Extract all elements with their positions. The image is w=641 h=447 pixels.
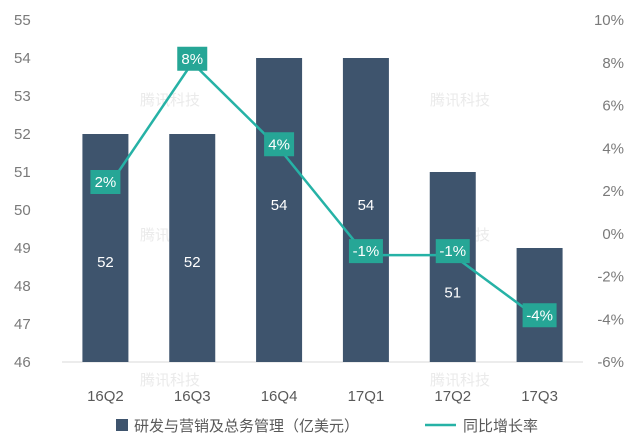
line-label-box <box>522 303 557 328</box>
right-axis: -6% -4% -2% 0% 2% 4% 6% 8% 10% <box>594 12 624 371</box>
line-label-box <box>90 170 121 194</box>
right-tick-2%: 2% <box>602 183 624 200</box>
line-label-box <box>348 239 383 264</box>
line-label-16Q2: 2% <box>90 170 121 194</box>
right-tick-8%: 8% <box>602 55 624 72</box>
left-tick-55: 55 <box>14 12 31 29</box>
left-tick-47: 47 <box>14 316 31 333</box>
left-tick-50: 50 <box>14 202 31 219</box>
right-tick-4%: 4% <box>602 140 624 157</box>
right-tick--6%: -6% <box>597 354 624 371</box>
line-label-box <box>177 46 208 71</box>
category-16Q2: 16Q2 <box>87 388 124 405</box>
line-labels: 2% 8% 4% -1% -1% -4% <box>90 46 557 328</box>
category-17Q2: 17Q2 <box>434 388 471 405</box>
line-label-16Q3: 8% <box>177 46 208 71</box>
bar-16Q4 <box>256 58 303 362</box>
left-tick-53: 53 <box>14 88 31 105</box>
watermark-1: 腾讯科技 <box>430 91 490 109</box>
bar-label-16Q2: 52 <box>97 254 114 271</box>
line-label-17Q2: -1% <box>435 239 470 264</box>
right-tick--4%: -4% <box>597 311 624 328</box>
line-series <box>104 60 541 321</box>
category-16Q3: 16Q3 <box>174 388 211 405</box>
line-label-box <box>435 239 470 264</box>
bar-label-16Q3: 52 <box>184 254 201 271</box>
bar-17Q1 <box>342 58 389 362</box>
line-label-text: 2% <box>95 174 117 191</box>
category-labels: 16Q2 16Q3 16Q4 17Q1 17Q2 17Q3 <box>87 388 558 405</box>
bar-labels: 52 52 54 54 51 <box>97 197 461 301</box>
line-label-text: -1% <box>353 243 380 260</box>
category-17Q3: 17Q3 <box>521 388 558 405</box>
watermark-0: 腾讯科技 <box>140 91 200 109</box>
bar-label-17Q2: 51 <box>444 284 461 301</box>
bar-label-17Q1: 54 <box>358 197 375 214</box>
left-tick-49: 49 <box>14 240 31 257</box>
legend-bar-swatch <box>116 419 128 431</box>
line-label-17Q3: -4% <box>522 303 557 328</box>
legend: 研发与营销及总务管理（亿美元） 同比增长率 <box>116 418 538 435</box>
watermark-5: 腾讯科技 <box>430 371 490 389</box>
category-17Q1: 17Q1 <box>348 388 385 405</box>
line-label-text: 4% <box>268 136 290 153</box>
legend-bar-label: 研发与营销及总务管理（亿美元） <box>134 418 359 435</box>
line-label-text: -1% <box>439 243 466 260</box>
line-label-box <box>264 132 295 157</box>
right-tick-10%: 10% <box>594 12 624 29</box>
category-16Q4: 16Q4 <box>261 388 298 405</box>
growth-line <box>104 60 541 321</box>
line-label-text: -4% <box>526 307 553 324</box>
bars <box>82 58 563 362</box>
left-tick-54: 54 <box>14 50 31 67</box>
bar-16Q3 <box>169 134 216 362</box>
watermark-4: 腾讯科技 <box>140 371 200 389</box>
right-tick--2%: -2% <box>597 269 624 286</box>
left-tick-48: 48 <box>14 278 31 295</box>
legend-line-label: 同比增长率 <box>463 418 538 435</box>
line-label-17Q1: -1% <box>348 239 383 264</box>
bar-label-16Q4: 54 <box>271 197 288 214</box>
right-tick-0%: 0% <box>602 226 624 243</box>
left-tick-52: 52 <box>14 126 31 143</box>
line-label-text: 8% <box>181 51 203 68</box>
left-tick-51: 51 <box>14 164 31 181</box>
left-axis: 46 47 48 49 50 51 52 53 54 55 <box>14 12 31 371</box>
right-tick-6%: 6% <box>602 98 624 115</box>
left-tick-46: 46 <box>14 354 31 371</box>
line-label-16Q4: 4% <box>264 132 295 157</box>
